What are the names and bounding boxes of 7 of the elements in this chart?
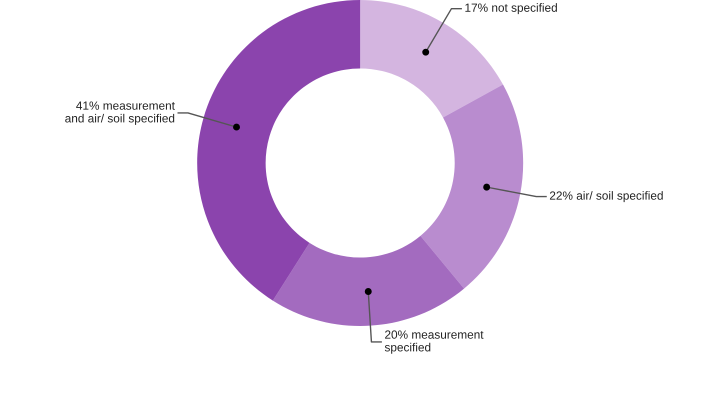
- donut-slice: [197, 0, 360, 301]
- slice-label: 17% not specified: [465, 3, 557, 14]
- donut-slice: [272, 236, 464, 326]
- slice-label: 41% measurement and air/ soil specified: [65, 101, 175, 125]
- donut-slice: [420, 84, 524, 289]
- slice-label: 20% measurement specified: [384, 330, 484, 354]
- slice-label: 22% air/ soil specified: [550, 191, 663, 202]
